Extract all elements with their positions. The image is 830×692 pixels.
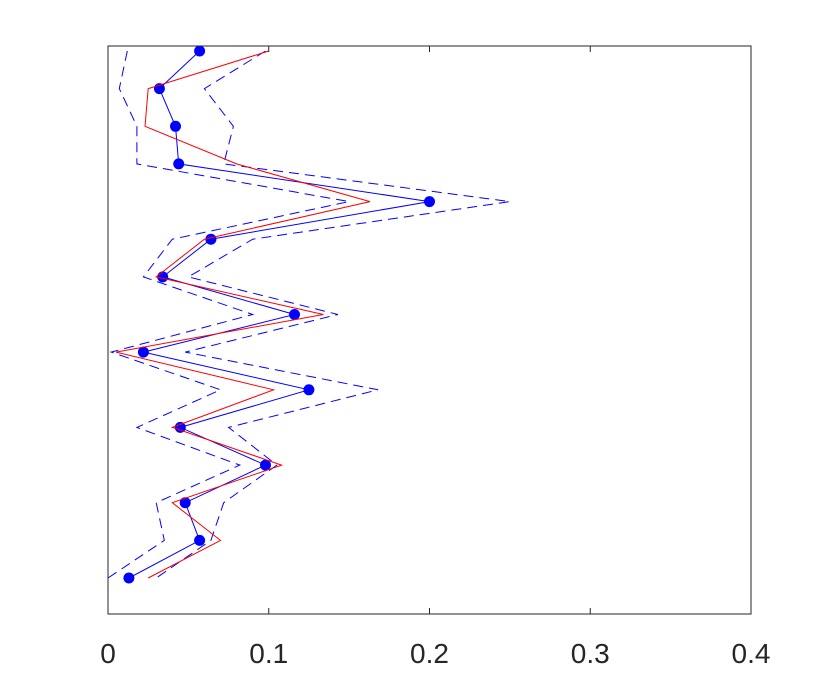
x-tick-label: 0.3 bbox=[571, 638, 610, 669]
series-0-marker-8 bbox=[137, 346, 149, 358]
series-0-marker-4 bbox=[424, 196, 435, 208]
series-0-marker-5 bbox=[205, 233, 217, 245]
x-tick-label: 0.2 bbox=[410, 638, 449, 669]
series-0-marker-13 bbox=[194, 534, 206, 546]
series-3-line bbox=[115, 50, 371, 579]
x-tick-label: 0 bbox=[100, 638, 116, 669]
series-0-marker-9 bbox=[303, 384, 315, 396]
series-2-line bbox=[107, 50, 350, 579]
series-0-marker-10 bbox=[174, 421, 186, 433]
x-tick-label: 0.4 bbox=[732, 638, 771, 669]
series-0-marker-6 bbox=[157, 271, 169, 283]
series-0-marker-14 bbox=[123, 572, 135, 584]
x-axis-ticks: 0 0.1 0.2 0.3 0.4 bbox=[100, 46, 770, 669]
series-0-marker-2 bbox=[170, 120, 181, 132]
series-0-marker-0 bbox=[194, 45, 206, 57]
series-0-marker-12 bbox=[179, 497, 191, 509]
x-tick-label: 0.1 bbox=[249, 638, 288, 669]
series-0-marker-11 bbox=[260, 459, 271, 471]
series-0-marker-3 bbox=[173, 158, 185, 170]
plot-area-background bbox=[108, 46, 751, 614]
series-0-marker-7 bbox=[289, 309, 300, 320]
series-1-line bbox=[155, 50, 510, 579]
series-layer bbox=[107, 45, 510, 584]
